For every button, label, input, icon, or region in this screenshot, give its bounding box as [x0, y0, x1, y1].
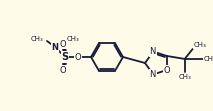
Text: O: O	[164, 66, 171, 75]
Text: O: O	[60, 65, 66, 74]
Text: N: N	[150, 47, 156, 56]
Text: CH₃: CH₃	[67, 36, 80, 42]
Text: S: S	[61, 52, 69, 62]
Text: CH₃: CH₃	[178, 74, 191, 80]
Text: CH₃: CH₃	[194, 42, 206, 48]
Text: O: O	[60, 40, 66, 49]
Text: O: O	[75, 53, 81, 61]
Text: N: N	[52, 43, 59, 52]
Text: CH₂: CH₂	[204, 56, 213, 62]
Text: CH₃: CH₃	[30, 36, 43, 42]
Text: N: N	[150, 70, 156, 79]
